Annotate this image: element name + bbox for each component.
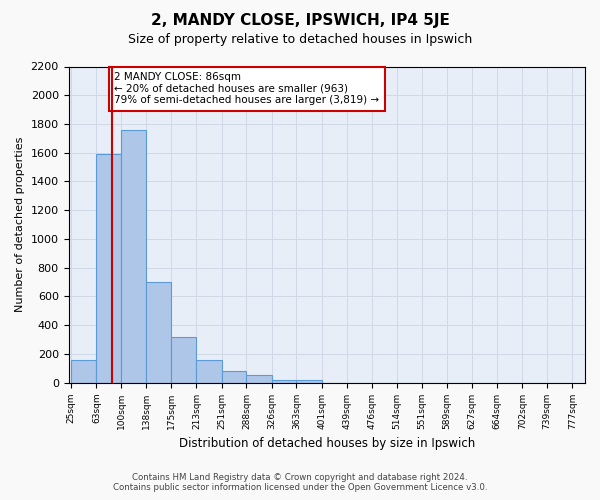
Bar: [272, 380, 296, 382]
X-axis label: Distribution of detached houses by size in Ipswich: Distribution of detached houses by size …: [179, 437, 475, 450]
Bar: [121, 130, 146, 382]
Bar: [222, 371, 247, 382]
Y-axis label: Number of detached properties: Number of detached properties: [15, 137, 25, 312]
Text: Contains HM Land Registry data © Crown copyright and database right 2024.
Contai: Contains HM Land Registry data © Crown c…: [113, 473, 487, 492]
Bar: [247, 376, 272, 382]
Bar: [171, 338, 196, 382]
Bar: [296, 380, 322, 382]
Bar: [196, 360, 222, 382]
Text: Size of property relative to detached houses in Ipswich: Size of property relative to detached ho…: [128, 32, 472, 46]
Bar: [97, 154, 121, 382]
Text: 2, MANDY CLOSE, IPSWICH, IP4 5JE: 2, MANDY CLOSE, IPSWICH, IP4 5JE: [151, 12, 449, 28]
Bar: [71, 360, 97, 382]
Bar: [146, 282, 171, 382]
Text: 2 MANDY CLOSE: 86sqm
← 20% of detached houses are smaller (963)
79% of semi-deta: 2 MANDY CLOSE: 86sqm ← 20% of detached h…: [115, 72, 380, 106]
